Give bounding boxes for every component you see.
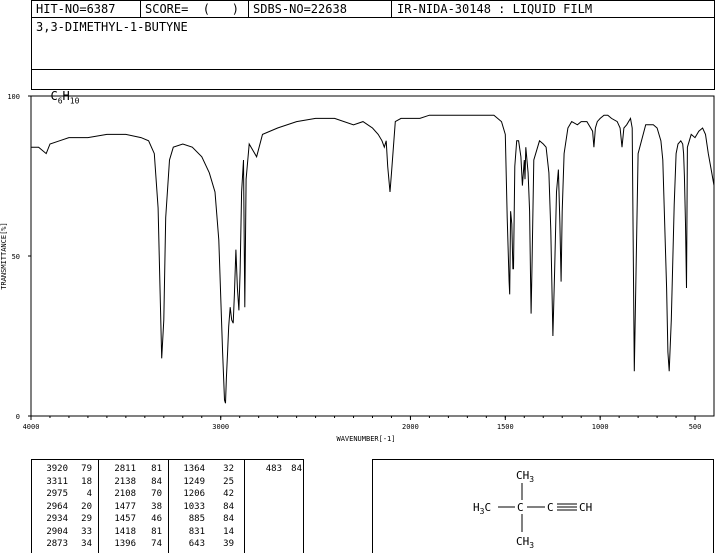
peak-transmittance: 33 xyxy=(81,526,92,537)
y-axis-label: TRANSMITTANCE[%] xyxy=(0,222,8,289)
peak-transmittance: 84 xyxy=(291,464,302,474)
peak-transmittance: 4 xyxy=(86,489,92,499)
peak-table xyxy=(31,459,304,553)
formula-divider xyxy=(31,69,715,70)
peak-transmittance: 79 xyxy=(81,464,92,474)
peak-transmittance: 81 xyxy=(151,464,162,474)
peak-transmittance: 38 xyxy=(151,501,162,512)
peak-wavenumber: 1206 xyxy=(183,489,205,499)
peak-transmittance: 46 xyxy=(151,514,162,524)
y-tick-label: 100 xyxy=(7,93,20,101)
x-tick-label: 4000 xyxy=(23,423,40,431)
peak-wavenumber: 1457 xyxy=(114,514,136,524)
methyl-bottom: CH3 xyxy=(516,535,534,550)
ir-info: IR-NIDA-30148 : LIQUID FILM xyxy=(397,2,593,16)
x-tick-label: 500 xyxy=(689,423,702,431)
alkyne-carbon: C xyxy=(547,501,554,514)
x-axis-ticks: 4000 3000 2000 1500 1000 500 xyxy=(23,416,702,431)
peak-wavenumber: 2811 xyxy=(114,464,136,474)
x-tick-label: 1000 xyxy=(592,423,609,431)
peak-transmittance: 14 xyxy=(223,526,234,537)
peak-transmittance: 18 xyxy=(81,476,92,487)
peak-transmittance: 74 xyxy=(151,539,162,549)
peak-wavenumber: 2108 xyxy=(114,489,136,499)
peak-wavenumber: 2138 xyxy=(114,476,136,487)
peak-wavenumber: 1364 xyxy=(183,464,205,474)
peak-transmittance: 39 xyxy=(223,539,234,549)
peak-wavenumber: 643 xyxy=(188,539,205,549)
peak-wavenumber: 2964 xyxy=(46,501,68,512)
peak-transmittance: 84 xyxy=(223,514,234,524)
peak-wavenumber: 2873 xyxy=(46,539,68,549)
hit-number: HIT-NO=6387 xyxy=(36,2,116,16)
quaternary-carbon: C xyxy=(517,501,524,514)
peak-transmittance: 84 xyxy=(223,501,234,512)
peak-col-divider-3 xyxy=(244,459,245,553)
peak-wavenumber: 831 xyxy=(188,526,205,537)
peak-transmittance: 70 xyxy=(151,489,162,499)
cell-divider-1 xyxy=(140,0,141,18)
y-tick-label: 0 xyxy=(16,413,20,421)
x-axis-label: WAVENUMBER[-1] xyxy=(336,435,395,443)
peak-wavenumber: 885 xyxy=(188,514,205,524)
peak-wavenumber: 1249 xyxy=(183,476,205,487)
peak-transmittance: 20 xyxy=(81,501,92,512)
peak-transmittance: 42 xyxy=(223,489,234,499)
sdbs-number: SDBS-NO=22638 xyxy=(253,2,347,16)
cell-divider-2 xyxy=(248,0,249,18)
peak-transmittance: 84 xyxy=(151,476,162,487)
peak-transmittance: 32 xyxy=(223,464,234,474)
spectrum-line xyxy=(31,114,715,404)
peak-wavenumber: 2975 xyxy=(46,489,68,499)
peak-wavenumber: 1033 xyxy=(183,501,205,512)
ir-spectrum-chart: 4000 3000 2000 1500 1000 500 0 50 100 WAVENUMBE… xyxy=(0,93,715,443)
x-tick-label: 2000 xyxy=(402,423,419,431)
peak-wavenumber: 1418 xyxy=(114,526,136,537)
peak-wavenumber: 2904 xyxy=(46,526,68,537)
cell-divider-3 xyxy=(391,0,392,18)
peak-transmittance: 81 xyxy=(151,526,162,537)
methyl-top: CH3 xyxy=(516,469,534,484)
peak-wavenumber: 1396 xyxy=(114,539,136,549)
peak-transmittance: 25 xyxy=(223,476,234,487)
peak-wavenumber: 483 xyxy=(265,464,282,474)
peak-col-divider-1 xyxy=(98,459,99,553)
score: SCORE= ( ) xyxy=(145,2,239,16)
x-tick-label: 3000 xyxy=(212,423,229,431)
peak-wavenumber: 1477 xyxy=(114,501,136,512)
peak-col-divider-2 xyxy=(168,459,169,553)
compound-name: 3,3-DIMETHYL-1-BUTYNE xyxy=(36,20,188,34)
peak-transmittance: 34 xyxy=(81,539,92,549)
peak-wavenumber: 2934 xyxy=(46,514,68,524)
peak-transmittance: 29 xyxy=(81,514,92,524)
methyl-left: H3C xyxy=(473,501,491,516)
x-tick-label: 1500 xyxy=(497,423,514,431)
peak-wavenumber: 3311 xyxy=(46,476,68,487)
y-tick-label: 50 xyxy=(12,253,20,261)
peak-wavenumber: 3920 xyxy=(46,464,68,474)
terminal-ch: CH xyxy=(579,501,592,514)
structure-box xyxy=(372,459,714,553)
y-axis-ticks: 0 50 100 xyxy=(7,93,31,421)
